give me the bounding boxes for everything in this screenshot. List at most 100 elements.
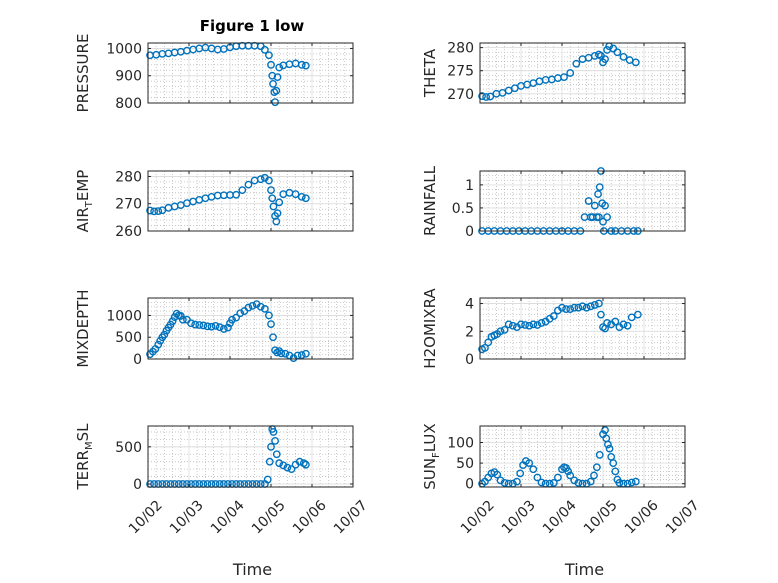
x-axis-label: Time [564, 560, 604, 579]
data-point [623, 321, 632, 330]
x-tick-label: 10/03 [499, 497, 539, 537]
data-point [496, 327, 505, 336]
data-point [281, 349, 290, 358]
data-point [523, 80, 532, 89]
x-tick-label: 10/04 [540, 497, 580, 537]
data-point [584, 197, 593, 205]
data-point [601, 201, 609, 210]
data-point [297, 60, 306, 69]
data-point [566, 69, 575, 77]
y-tick-label: 1000 [106, 308, 142, 324]
data-point [592, 463, 601, 472]
data-point [529, 79, 538, 88]
data-point [301, 349, 310, 358]
axes-box [147, 425, 354, 488]
x-tick-label: 10/03 [167, 497, 207, 537]
data-point [301, 460, 310, 469]
data-point [508, 321, 517, 330]
data-point [154, 340, 163, 349]
y-axis-label: MIXDEPTH [74, 289, 92, 367]
y-tick-label: 280 [447, 41, 474, 57]
subplot-3: 260 270 280 AIRTEMP [74, 169, 354, 240]
x-tick-label: 10/05 [581, 497, 621, 537]
data-point [275, 347, 284, 356]
data-point [215, 323, 224, 332]
data-point [533, 473, 542, 482]
data-point [301, 194, 310, 203]
data-point [269, 202, 278, 211]
data-point [271, 436, 279, 445]
subplot-5: 0 500 1000 MIXDEPTH [74, 289, 354, 368]
data-point [595, 213, 603, 222]
y-tick-label: 280 [115, 169, 142, 185]
data-point [269, 80, 277, 88]
data-point [178, 315, 187, 324]
data-point [267, 320, 275, 329]
y-tick-label: 0 [133, 352, 142, 368]
data-point [238, 186, 247, 194]
data-point [611, 467, 620, 476]
data-point [271, 346, 279, 355]
data-point [170, 202, 179, 211]
data-point [529, 465, 538, 474]
y-axis-label: RAINFALL [421, 165, 439, 236]
data-point [570, 303, 579, 312]
data-point [150, 207, 159, 216]
y-axis-label: TERRMSL [74, 423, 95, 491]
data-point [268, 194, 277, 203]
y-tick-label: 0 [133, 477, 142, 493]
y-tick-label: 50 [456, 456, 474, 472]
data-point [584, 53, 593, 62]
data-point [195, 321, 204, 329]
data-point [146, 206, 154, 215]
data-point [267, 60, 275, 69]
data-point [500, 325, 509, 334]
data-point [265, 457, 274, 466]
data-point [484, 338, 493, 347]
data-point [219, 325, 228, 333]
data-point [533, 321, 542, 329]
y-tick-label: 100 [447, 435, 474, 451]
data-point [595, 183, 604, 192]
data-point [504, 86, 513, 95]
data-point [268, 71, 277, 80]
data-point [160, 330, 169, 339]
data-point [572, 59, 581, 68]
data-point [265, 176, 273, 185]
subplot-8: 0 50 100 10/02 10/03 10/04 10/05 10/06 10/07 SUNF… [421, 423, 703, 579]
y-tick-label: 0 [465, 352, 474, 368]
data-point [195, 196, 204, 204]
axes-box [147, 297, 354, 360]
data-point [213, 191, 222, 200]
axes-box [147, 42, 354, 104]
data-point [590, 301, 599, 309]
subplot-1: 800 900 1000 PRESSURE [74, 34, 354, 112]
data-point [207, 322, 216, 331]
data-point [603, 213, 611, 222]
x-tick-label: 10/02 [458, 497, 498, 537]
data-point [517, 320, 525, 329]
y-tick-label: 0 [465, 477, 474, 493]
y-tick-label: 275 [447, 64, 474, 80]
data-point [627, 478, 636, 487]
x-tick-label: 10/04 [208, 497, 248, 537]
data-point [236, 309, 245, 318]
y-tick-label: 4 [465, 297, 474, 313]
data-point [481, 344, 489, 352]
data-point [189, 45, 198, 54]
axes-box [479, 297, 686, 360]
data-point [263, 475, 272, 484]
data-point [586, 302, 595, 311]
data-point [619, 52, 628, 61]
data-point [601, 55, 609, 64]
subplot-6: 0 2 4 H2OMIXRA [421, 288, 686, 369]
data-point [287, 465, 296, 474]
data-point [574, 478, 583, 487]
data-point [203, 322, 212, 331]
data-point [213, 45, 222, 54]
data-point [516, 469, 525, 478]
data-point [301, 61, 310, 70]
data-point [207, 193, 216, 201]
data-point [279, 190, 288, 199]
axes-box [147, 170, 354, 232]
